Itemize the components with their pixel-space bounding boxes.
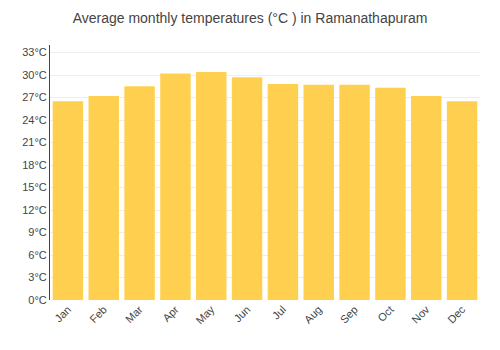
svg-text:Nov: Nov [409, 303, 432, 326]
svg-text:12°C: 12°C [22, 204, 47, 216]
svg-text:Sep: Sep [338, 303, 360, 325]
svg-text:Oct: Oct [375, 303, 396, 324]
svg-text:24°C: 24°C [22, 114, 47, 126]
svg-text:18°C: 18°C [22, 159, 47, 171]
svg-text:Average monthly temperatures (: Average monthly temperatures (°C ) in Ra… [73, 10, 428, 26]
svg-text:Dec: Dec [445, 303, 468, 326]
svg-text:May: May [193, 303, 217, 327]
svg-text:Feb: Feb [87, 303, 109, 325]
svg-text:Jun: Jun [231, 303, 252, 324]
svg-text:21°C: 21°C [22, 136, 47, 148]
svg-text:33°C: 33°C [22, 46, 47, 58]
svg-text:Jan: Jan [52, 303, 73, 324]
svg-text:Mar: Mar [123, 303, 145, 325]
svg-text:Apr: Apr [160, 303, 181, 324]
svg-text:6°C: 6°C [28, 249, 47, 261]
svg-text:15°C: 15°C [22, 181, 47, 193]
svg-text:0°C: 0°C [28, 294, 47, 306]
svg-text:27°C: 27°C [22, 91, 47, 103]
svg-text:Aug: Aug [302, 303, 324, 325]
svg-text:Jul: Jul [270, 303, 288, 321]
svg-text:30°C: 30°C [22, 69, 47, 81]
svg-text:3°C: 3°C [28, 271, 47, 283]
svg-text:9°C: 9°C [28, 226, 47, 238]
